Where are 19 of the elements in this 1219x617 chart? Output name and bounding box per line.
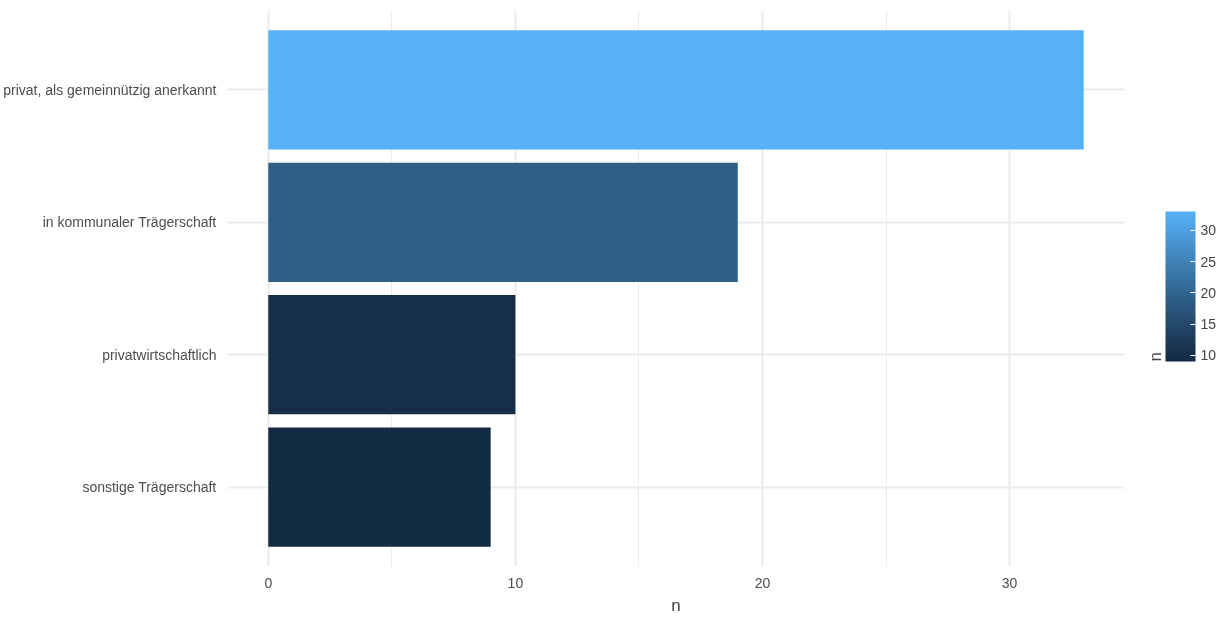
x-tick-label: 20 [754,574,771,591]
bar [268,295,516,415]
bar [268,30,1084,150]
color-bar-label: 10 [1200,347,1217,364]
y-tick-label: privatwirtschaftlich [102,346,217,363]
bar [268,427,491,547]
y-tick-label: privat, als gemeinnützig anerkannt [3,81,217,98]
x-tick-label: 0 [264,574,273,591]
y-tick-label: in kommunaler Trägerschaft [42,214,217,231]
color-bar-label: 30 [1200,222,1217,239]
x-tick-label: 30 [1001,574,1018,591]
bar [268,162,738,282]
color-bar-title: n [1145,352,1165,362]
x-axis-title: n [671,595,681,615]
color-bar-label: 15 [1200,316,1217,332]
color-bar-label: 20 [1200,284,1217,301]
color-bar-label: 25 [1200,253,1217,270]
x-tick-label: 10 [507,574,524,591]
y-tick-label: sonstige Trägerschaft [82,479,217,496]
